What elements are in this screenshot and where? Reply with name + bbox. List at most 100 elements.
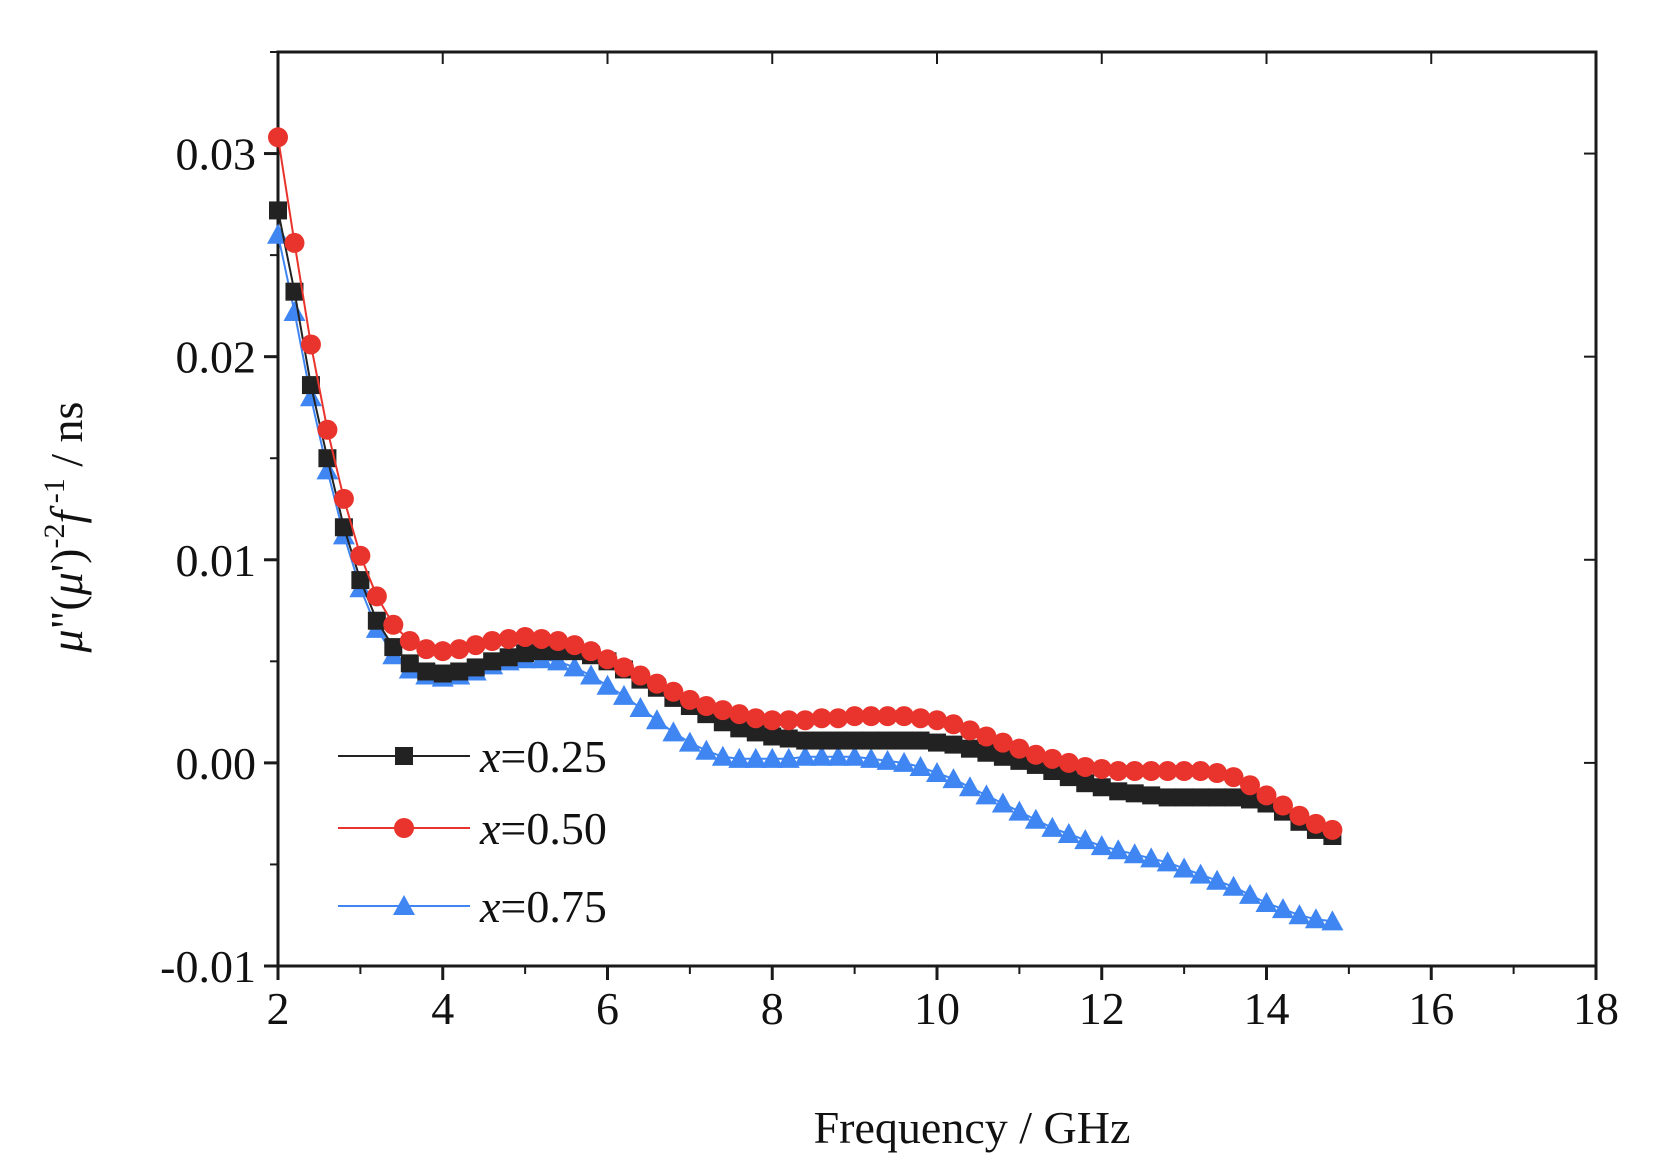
data-point — [1109, 782, 1128, 801]
data-point — [1208, 788, 1227, 807]
data-point — [812, 731, 831, 750]
data-point — [796, 731, 815, 750]
y-title-mu-2: μ — [41, 572, 92, 596]
data-point — [778, 710, 799, 731]
data-point — [728, 747, 751, 768]
data-point — [612, 684, 635, 705]
data-point — [299, 386, 322, 407]
x-tick-label: 4 — [431, 983, 454, 1034]
legend-label: x=0.50 — [479, 803, 607, 854]
y-tick-label: 0.00 — [176, 738, 257, 789]
data-point — [1255, 892, 1278, 913]
data-point — [712, 700, 733, 721]
data-point — [646, 673, 667, 694]
data-point — [1156, 851, 1179, 872]
data-point — [1107, 839, 1130, 860]
data-point — [779, 729, 798, 748]
x-tick-label: 8 — [761, 983, 784, 1034]
y-title-sup-2: -1 — [38, 478, 71, 511]
data-point — [860, 747, 883, 768]
x-tick-label: 2 — [267, 983, 290, 1034]
data-point — [1322, 819, 1343, 840]
data-point — [1074, 829, 1097, 850]
data-point — [351, 571, 370, 590]
data-point — [1158, 788, 1177, 807]
data-point — [1141, 761, 1162, 782]
data-point — [1173, 857, 1196, 878]
data-point — [662, 721, 685, 742]
data-point — [976, 726, 997, 747]
data-point — [1042, 748, 1063, 769]
data-point — [366, 586, 387, 607]
data-point — [696, 696, 717, 717]
plot-border — [276, 50, 1598, 968]
data-point — [1123, 843, 1146, 864]
data-point — [581, 641, 602, 662]
data-point — [761, 747, 784, 768]
y-tick-label: 0.02 — [176, 332, 257, 383]
data-point — [1058, 752, 1079, 773]
data-point — [794, 745, 817, 766]
data-point — [1009, 738, 1030, 759]
data-point — [498, 628, 519, 649]
data-point — [284, 232, 305, 253]
data-point — [1092, 778, 1111, 797]
data-point — [333, 488, 354, 509]
data-point — [878, 731, 897, 750]
data-point — [318, 449, 337, 468]
data-point — [580, 664, 603, 685]
data-point — [1240, 775, 1261, 796]
data-point — [449, 639, 470, 660]
data-point — [300, 334, 321, 355]
data-point — [1189, 863, 1212, 884]
data-point — [843, 745, 866, 766]
data-point — [992, 732, 1013, 753]
data-point — [909, 755, 932, 776]
x-axis: 2 4 6 8 10 12 14 16 18 — [267, 52, 1619, 1034]
data-point — [942, 768, 965, 789]
data-point — [1041, 816, 1064, 837]
data-point — [927, 710, 947, 731]
x-axis-title: Frequency / GHz — [814, 1102, 1131, 1153]
data-point — [268, 127, 288, 148]
data-point — [399, 631, 420, 652]
x-tick-label: 16 — [1408, 983, 1454, 1034]
x-tick-label: 6 — [596, 983, 619, 1034]
data-point — [894, 706, 915, 727]
y-title-part-2: "( — [41, 595, 92, 629]
data-point — [911, 731, 930, 750]
data-point — [877, 706, 898, 727]
data-point — [1025, 744, 1046, 765]
data-point — [811, 708, 832, 729]
data-point — [316, 459, 339, 480]
data-point — [1272, 795, 1293, 816]
data-point — [845, 731, 864, 750]
data-point — [350, 545, 371, 566]
data-point — [1239, 883, 1262, 904]
data-point — [695, 739, 718, 760]
data-point — [383, 614, 404, 635]
data-point — [977, 743, 996, 762]
y-title-part-4: ') — [41, 549, 92, 573]
x-tick-label: 18 — [1573, 983, 1619, 1034]
data-point — [844, 706, 865, 727]
legend: x=0.25 x=0.50 x=0.75 — [338, 731, 607, 932]
data-point — [563, 656, 586, 677]
legend-marker — [394, 818, 414, 838]
data-point — [482, 631, 503, 652]
data-point — [1256, 785, 1277, 806]
data-point — [745, 708, 766, 729]
data-point — [1076, 774, 1095, 793]
data-point — [944, 735, 963, 754]
data-point — [1124, 761, 1145, 782]
data-point — [975, 784, 998, 805]
data-point — [746, 723, 765, 742]
data-point — [483, 652, 502, 671]
data-point — [269, 201, 287, 220]
y-title-unit: / ns — [41, 402, 92, 479]
series-triangle — [267, 223, 1344, 931]
data-point — [1024, 808, 1047, 829]
y-tick-label: -0.01 — [160, 941, 256, 992]
data-point — [1222, 875, 1245, 896]
series-layer — [267, 127, 1344, 931]
